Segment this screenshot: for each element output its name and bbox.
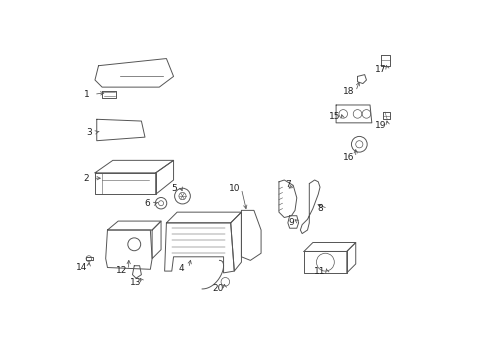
Text: 8: 8	[318, 204, 323, 213]
Text: 15: 15	[329, 112, 341, 121]
Text: 10: 10	[228, 184, 240, 193]
Text: 3: 3	[86, 128, 92, 137]
Text: 18: 18	[343, 87, 354, 96]
Text: 11: 11	[314, 267, 326, 276]
Text: 16: 16	[343, 153, 354, 162]
Text: 1: 1	[84, 90, 90, 99]
Text: 9: 9	[289, 218, 294, 227]
Text: 14: 14	[75, 263, 87, 272]
Text: 17: 17	[375, 66, 387, 75]
Text: 6: 6	[145, 199, 150, 208]
Text: 5: 5	[172, 184, 177, 193]
Text: 19: 19	[375, 121, 387, 130]
Text: 12: 12	[116, 266, 127, 275]
Text: 20: 20	[212, 284, 223, 293]
Text: 7: 7	[285, 180, 291, 189]
Text: 13: 13	[130, 278, 142, 287]
Text: 4: 4	[178, 264, 184, 273]
Text: 2: 2	[83, 174, 89, 183]
